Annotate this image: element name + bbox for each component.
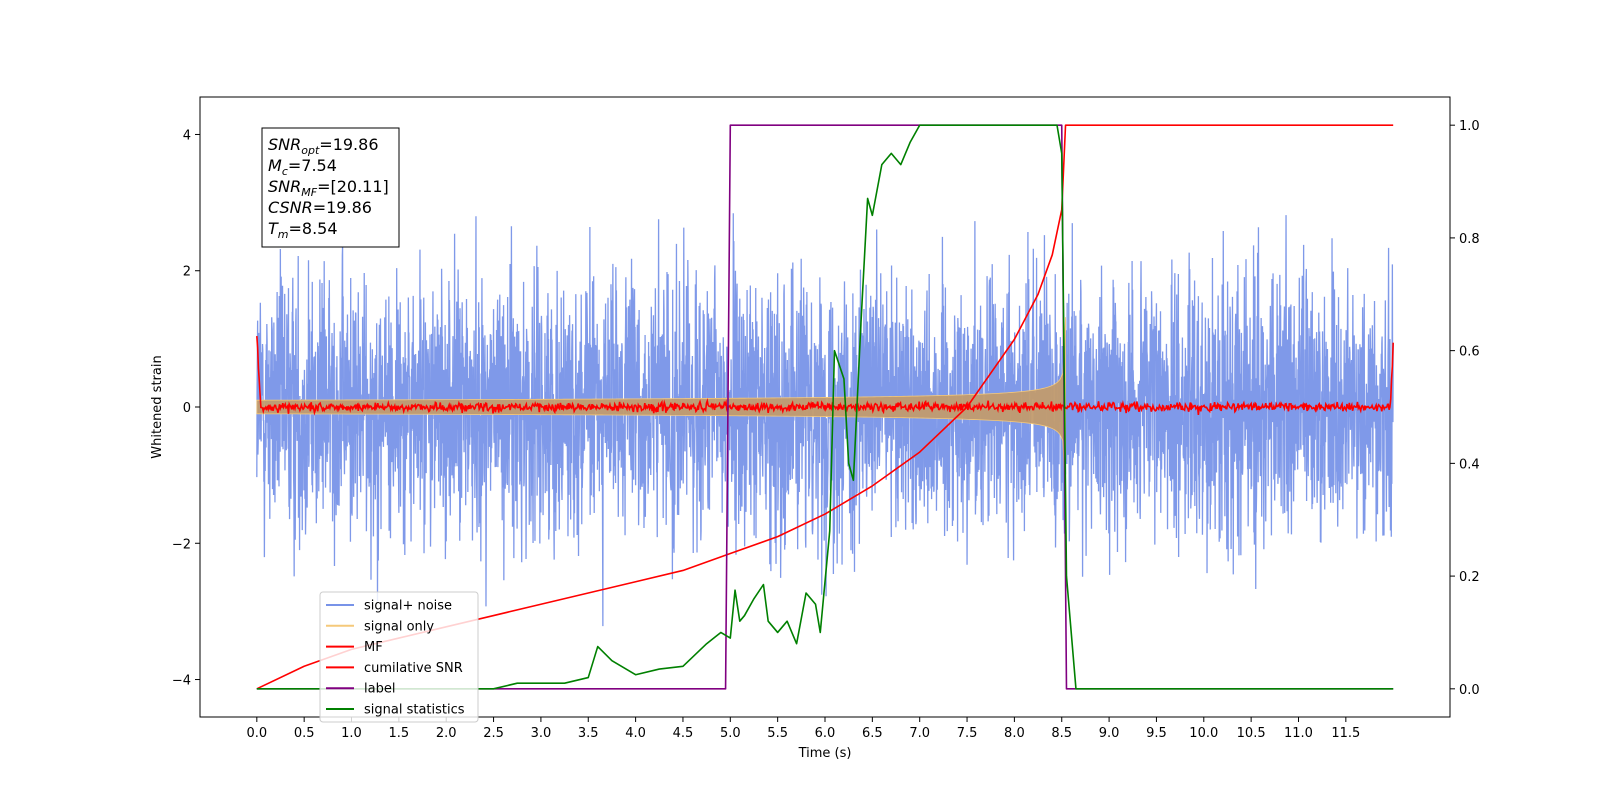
stat-value: =19.86 xyxy=(313,198,372,217)
x-tick-label: 1.0 xyxy=(341,726,362,741)
series-mf-line xyxy=(256,335,1394,416)
x-tick-label: 9.5 xyxy=(1146,726,1167,741)
y2-tick-label: 0.4 xyxy=(1459,457,1480,472)
stat-subscript: m xyxy=(278,228,289,241)
stat-line: SNRopt=19.86 xyxy=(268,135,379,157)
y-tick-label: 4 xyxy=(183,128,191,143)
data-layer xyxy=(256,124,1394,690)
y2-tick-label: 0.8 xyxy=(1459,232,1480,247)
stat-symbol: M xyxy=(268,156,282,175)
stat-symbol: CSNR xyxy=(268,198,313,217)
x-axis-label: Time (s) xyxy=(798,746,852,761)
legend-label: signal only xyxy=(364,619,434,634)
y-tick-label: −2 xyxy=(172,537,191,552)
stat-subscript: MF xyxy=(301,186,317,199)
legend: signal+ noise signal only MF cumilative SNR… xyxy=(319,591,479,723)
stats-box-frame xyxy=(261,127,400,248)
series-signal-noise-line xyxy=(256,213,1394,627)
x-tick-label: 1.5 xyxy=(389,726,410,741)
x-tick-label: 8.0 xyxy=(1004,726,1025,741)
stat-value: =8.54 xyxy=(289,219,338,238)
stats-box: SNRopt=19.86Mc=7.54SNRMF=[20.11]CSNR=19.… xyxy=(261,127,400,248)
legend-label: cumilative SNR xyxy=(364,661,463,676)
y-tick-label: 2 xyxy=(183,265,191,280)
stat-value: =7.54 xyxy=(288,156,337,175)
x-tick-label: 2.0 xyxy=(436,726,457,741)
x-tick-label: 11.5 xyxy=(1331,726,1360,741)
x-tick-label: 11.0 xyxy=(1284,726,1313,741)
y-axis-label: Whitened strain xyxy=(150,355,165,458)
stat-symbol: SNR xyxy=(268,177,301,196)
legend-label: MF xyxy=(364,640,383,655)
x-tick-label: 7.0 xyxy=(909,726,930,741)
stat-value: =19.86 xyxy=(319,135,378,154)
x-tick-label: 10.5 xyxy=(1237,726,1266,741)
x-tick-label: 3.0 xyxy=(531,726,552,741)
stat-value: =[20.11] xyxy=(317,177,389,196)
y2-tick-label: 0.2 xyxy=(1459,570,1480,585)
x-tick-label: 5.0 xyxy=(720,726,741,741)
legend-label: signal statistics xyxy=(364,703,465,718)
stat-subscript: c xyxy=(282,165,288,178)
stat-subscript: opt xyxy=(301,144,320,157)
x-tick-label: 0.0 xyxy=(246,726,267,741)
y-tick-label: −4 xyxy=(172,674,191,689)
x-tick-label: 0.5 xyxy=(294,726,315,741)
x-tick-label: 8.5 xyxy=(1051,726,1072,741)
axes-layer: 0.0 0.5 1.0 1.5 2.0 2.5 3.0 3.5 4.0 4.5 5.0 5.5 6.0 6… xyxy=(172,119,1480,741)
x-tick-label: 9.0 xyxy=(1099,726,1120,741)
y2-tick-label: 0.0 xyxy=(1459,683,1480,698)
legend-label: label xyxy=(364,682,395,697)
x-tick-label: 6.0 xyxy=(815,726,836,741)
legend-label: signal+ noise xyxy=(364,599,452,614)
x-tick-label: 4.0 xyxy=(625,726,646,741)
x-tick-label: 7.5 xyxy=(957,726,978,741)
y2-tick-label: 0.6 xyxy=(1459,345,1480,360)
legend-frame xyxy=(319,591,479,723)
y-tick-label: 0 xyxy=(183,401,191,416)
stat-symbol: T xyxy=(268,219,279,238)
y2-tick-label: 1.0 xyxy=(1459,119,1480,134)
stat-line: SNRMF=[20.11] xyxy=(268,177,389,199)
x-tick-label: 10.0 xyxy=(1189,726,1218,741)
stat-line: CSNR=19.86 xyxy=(268,198,372,217)
stat-symbol: SNR xyxy=(268,135,301,154)
stat-line: Tm=8.54 xyxy=(268,219,338,241)
x-tick-label: 3.5 xyxy=(578,726,599,741)
x-tick-label: 5.5 xyxy=(767,726,788,741)
x-tick-label: 6.5 xyxy=(862,726,883,741)
x-tick-label: 4.5 xyxy=(673,726,694,741)
series-signal-statistics-line xyxy=(256,124,1394,690)
x-tick-label: 2.5 xyxy=(483,726,504,741)
stat-line: Mc=7.54 xyxy=(268,156,337,178)
